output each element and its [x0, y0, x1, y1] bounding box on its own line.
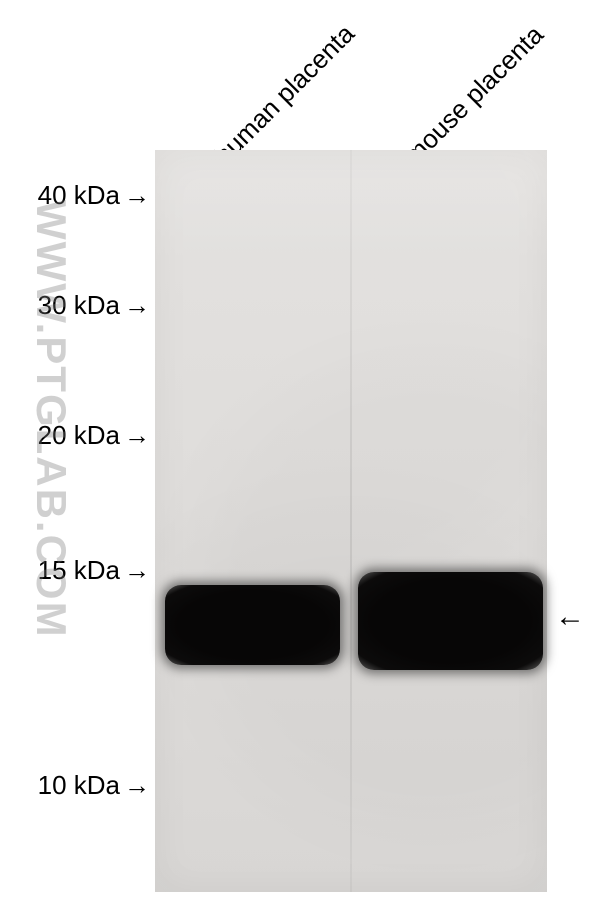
band-mouse-placenta — [358, 572, 543, 670]
band-human-placenta — [165, 585, 340, 665]
lane-label-mouse-placenta: mouse placenta — [398, 19, 550, 171]
lane-label-text: mouse placenta — [398, 19, 549, 170]
mw-marker-10kda: 10 kDa→ — [18, 770, 150, 801]
mw-label: 10 kDa — [38, 770, 120, 800]
blot-figure: human placenta mouse placenta 40 kDa→ 30… — [0, 0, 600, 903]
arrow-right-icon: → — [124, 420, 150, 451]
mw-label: 40 kDa — [38, 180, 120, 210]
mw-marker-40kda: 40 kDa→ — [18, 180, 150, 211]
arrow-left-glyph: ← — [555, 600, 585, 633]
mw-marker-20kda: 20 kDa→ — [18, 420, 150, 451]
blot-membrane — [155, 150, 547, 892]
arrow-right-icon: → — [124, 180, 150, 211]
arrow-right-icon: → — [124, 555, 150, 586]
lane-divider — [350, 150, 352, 892]
mw-marker-15kda: 15 kDa→ — [18, 555, 150, 586]
mw-marker-30kda: 30 kDa→ — [18, 290, 150, 321]
mw-label: 15 kDa — [38, 555, 120, 585]
band-pointer-arrow-icon: ← — [555, 600, 585, 634]
mw-label: 30 kDa — [38, 290, 120, 320]
arrow-right-icon: → — [124, 290, 150, 321]
mw-label: 20 kDa — [38, 420, 120, 450]
arrow-right-icon: → — [124, 770, 150, 801]
lane-label-text: human placenta — [208, 18, 360, 170]
lane-label-human-placenta: human placenta — [208, 18, 361, 171]
